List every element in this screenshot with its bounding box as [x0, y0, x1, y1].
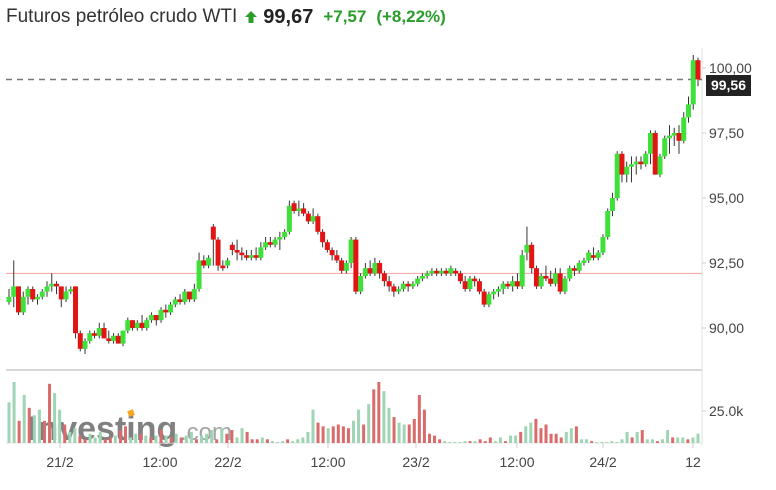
svg-text:12:00: 12:00	[499, 454, 534, 470]
svg-text:22/2: 22/2	[214, 454, 241, 470]
price-axis-labels: 100,00 97,50 95,00 92,50 90,00 25.0k	[702, 60, 752, 419]
volume-bars	[7, 381, 700, 443]
instrument-title: Futuros petróleo crudo WTI	[6, 6, 238, 27]
time-axis-labels: 21/2 12:00 22/2 12:00 23/2 12:00 24/2 12	[46, 443, 701, 470]
current-price-tag: 99,56	[706, 75, 751, 96]
svg-text:12:00: 12:00	[310, 454, 345, 470]
price-change: +7,57	[323, 7, 367, 26]
svg-text:23/2: 23/2	[402, 454, 429, 470]
svg-text:92,50: 92,50	[709, 255, 744, 271]
svg-text:97,50: 97,50	[709, 125, 744, 141]
svg-text:12: 12	[685, 454, 701, 470]
last-price: 99,67	[263, 5, 314, 28]
svg-text:90,00: 90,00	[709, 320, 744, 336]
price-candles	[6, 55, 701, 354]
svg-text:21/2: 21/2	[46, 454, 73, 470]
svg-text:24/2: 24/2	[589, 454, 616, 470]
svg-text:12:00: 12:00	[142, 454, 177, 470]
svg-text:95,00: 95,00	[709, 190, 744, 206]
svg-text:100,00: 100,00	[709, 60, 752, 76]
svg-text:25.0k: 25.0k	[709, 403, 744, 419]
up-arrow-icon	[245, 11, 258, 23]
chart-header: Futuros petróleo crudo WTI 99,67 +7,57 (…	[6, 5, 446, 29]
svg-text:Investing: Investing	[28, 410, 177, 448]
price-change-percent: (+8,22%)	[376, 7, 446, 26]
